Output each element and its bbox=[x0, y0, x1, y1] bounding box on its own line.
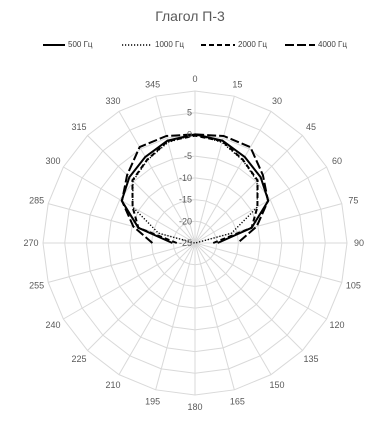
legend-label-500: 500 Гц bbox=[68, 40, 93, 49]
radial-tick-label: 0 bbox=[187, 129, 192, 139]
grid-spoke bbox=[155, 242, 196, 390]
legend-item-1000: 1000 Гц bbox=[121, 38, 201, 52]
angle-tick-label: 315 bbox=[71, 122, 86, 132]
angle-tick-label: 165 bbox=[230, 396, 245, 406]
grid-spoke bbox=[194, 96, 235, 244]
angle-tick-label: 240 bbox=[45, 320, 60, 330]
legend-line-500 bbox=[43, 44, 65, 46]
polar-grid bbox=[42, 90, 348, 396]
grid-spoke bbox=[194, 242, 235, 390]
grid-spoke bbox=[194, 242, 327, 320]
angle-tick-label: 255 bbox=[29, 280, 44, 290]
angle-tick-label: 270 bbox=[23, 238, 38, 248]
legend: 500 Гц 1000 Гц 2000 Гц 4000 Гц bbox=[0, 38, 380, 52]
angle-tick-label: 195 bbox=[145, 396, 160, 406]
grid-spoke bbox=[194, 135, 303, 244]
angle-tick-label: 135 bbox=[303, 354, 318, 364]
angle-tick-label: 225 bbox=[71, 354, 86, 364]
grid-spoke bbox=[87, 242, 196, 351]
radial-tick-label: -5 bbox=[184, 151, 192, 161]
tick-labels: 0 15 30 45 60 75 90 105 120 135 150 165 180 195 210 225… bbox=[23, 74, 364, 412]
grid-spoke bbox=[194, 242, 303, 351]
radial-tick-label: -25 bbox=[179, 238, 192, 248]
series-line-2 bbox=[131, 134, 259, 244]
angle-tick-label: 30 bbox=[272, 96, 282, 106]
series-line-3 bbox=[121, 133, 269, 244]
radial-tick-label: -20 bbox=[179, 216, 192, 226]
radial-tick-label: -15 bbox=[179, 195, 192, 205]
angle-tick-label: 75 bbox=[348, 196, 358, 206]
angle-tick-label: 105 bbox=[346, 280, 361, 290]
legend-line-2000 bbox=[201, 44, 235, 46]
angle-tick-label: 210 bbox=[105, 380, 120, 390]
grid-spoke bbox=[48, 242, 196, 283]
grid-spoke bbox=[194, 242, 272, 375]
angle-tick-label: 15 bbox=[232, 80, 242, 90]
angle-tick-label: 120 bbox=[329, 320, 344, 330]
grid-spoke bbox=[87, 135, 196, 244]
angle-tick-label: 180 bbox=[187, 402, 202, 412]
legend-label-1000: 1000 Гц bbox=[155, 40, 184, 49]
angle-tick-label: 45 bbox=[306, 122, 316, 132]
grid-spoke bbox=[63, 166, 196, 244]
grid-spoke bbox=[194, 242, 342, 283]
angle-tick-label: 60 bbox=[332, 156, 342, 166]
legend-label-4000: 4000 Гц bbox=[318, 40, 347, 49]
grid-spoke bbox=[194, 166, 327, 244]
series-line-1 bbox=[131, 133, 259, 244]
grid-spoke bbox=[118, 111, 196, 244]
angle-tick-label: 0 bbox=[192, 74, 197, 84]
legend-item-2000: 2000 Гц bbox=[200, 38, 280, 52]
radial-tick-label: -10 bbox=[179, 173, 192, 183]
legend-line-4000 bbox=[285, 44, 315, 46]
legend-label-2000: 2000 Гц bbox=[238, 40, 267, 49]
series-layer bbox=[120, 133, 270, 244]
grid-spoke bbox=[63, 242, 196, 320]
angle-tick-label: 90 bbox=[354, 238, 364, 248]
angle-tick-label: 150 bbox=[269, 380, 284, 390]
angle-tick-label: 330 bbox=[105, 96, 120, 106]
grid-spoke bbox=[155, 96, 196, 244]
grid-spoke bbox=[194, 111, 272, 244]
radial-tick-label: 5 bbox=[187, 108, 192, 118]
grid-spoke bbox=[118, 242, 196, 375]
legend-item-500: 500 Гц bbox=[42, 38, 122, 52]
chart-title: Глагол П-3 bbox=[155, 8, 225, 24]
angle-tick-label: 300 bbox=[45, 156, 60, 166]
angle-tick-label: 345 bbox=[145, 80, 160, 90]
grid-spoke bbox=[48, 203, 196, 244]
angle-tick-label: 285 bbox=[29, 196, 44, 206]
legend-line-1000 bbox=[122, 44, 152, 46]
legend-item-4000: 4000 Гц bbox=[284, 38, 364, 52]
